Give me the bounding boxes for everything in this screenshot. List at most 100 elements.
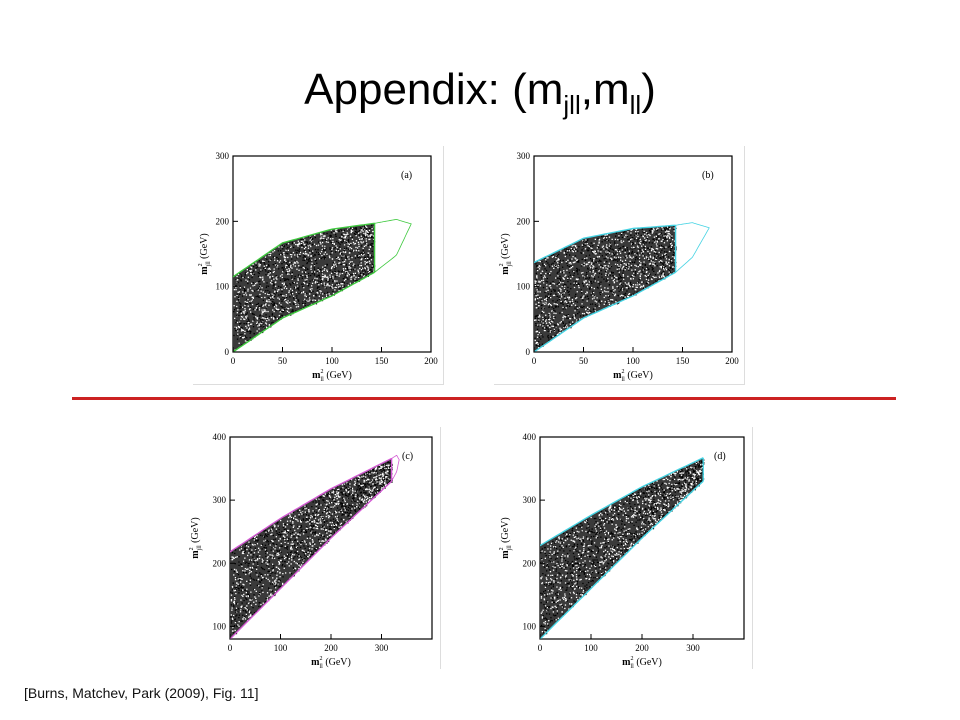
- chart-b-scatter-point: [607, 300, 609, 302]
- chart-b-scatter-point: [624, 249, 626, 251]
- chart-b-scatter-point: [641, 228, 643, 230]
- chart-c-scatter-point: [382, 484, 385, 486]
- chart-c-scatter-point: [362, 494, 364, 496]
- chart-c-scatter-point: [253, 594, 255, 596]
- chart-a-scatter-point: [257, 289, 259, 291]
- chart-a-scatter-point: [234, 326, 236, 328]
- chart-a-scatter-point: [292, 264, 294, 266]
- chart-a-scatter-point: [361, 229, 363, 231]
- chart-a-scatter-point: [316, 287, 319, 289]
- chart-b-scatter-point: [575, 281, 577, 283]
- chart-b-scatter-point: [576, 282, 578, 284]
- chart-a-scatter-point: [345, 256, 347, 258]
- chart-c-scatter-point: [370, 475, 372, 477]
- chart-b-scatter-point: [648, 257, 650, 260]
- chart-c-scatter-point: [265, 598, 267, 600]
- chart-a-scatter-point: [361, 274, 363, 276]
- chart-a-scatter-point: [268, 293, 270, 296]
- chart-b-scatter-point: [542, 325, 544, 327]
- chart-c-scatter-point: [335, 503, 337, 505]
- chart-b-scatter-point: [577, 260, 579, 262]
- chart-a-scatter-point: [262, 319, 264, 322]
- chart-a-scatter-point: [327, 237, 329, 239]
- chart-c-scatter-point: [293, 575, 295, 577]
- chart-b-scatter-point: [570, 278, 572, 280]
- chart-c-scatter-point: [235, 607, 238, 609]
- chart-b-scatter-point: [536, 307, 538, 309]
- chart-a-scatter-point: [238, 299, 240, 301]
- chart-b-scatter-point: [567, 286, 569, 288]
- chart-a-scatter-point: [345, 263, 347, 266]
- chart-c-scatter-point: [245, 598, 247, 600]
- chart-b-scatter-point: [640, 262, 642, 264]
- chart-c-scatter-point: [284, 545, 286, 547]
- chart-b-scatter-point: [600, 251, 602, 253]
- chart-c-scatter-point: [319, 520, 322, 522]
- chart-b-scatter-point: [558, 283, 560, 285]
- chart-b-scatter-point: [606, 237, 608, 239]
- chart-b-scatter-point: [570, 264, 572, 266]
- chart-b-scatter-point: [643, 246, 645, 248]
- chart-a-scatter-point: [293, 303, 295, 306]
- chart-b-scatter-point: [548, 303, 550, 305]
- chart-a-scatter-point: [253, 313, 255, 316]
- chart-b-scatter-point: [641, 271, 643, 273]
- chart-b-scatter-point: [564, 308, 566, 310]
- chart-a-scatter-point: [321, 275, 324, 278]
- chart-b-scatter-point: [534, 298, 537, 300]
- chart-a-scatter-point: [240, 322, 242, 324]
- chart-a-scatter-point: [324, 284, 327, 286]
- chart-a-scatter-point: [322, 297, 324, 299]
- chart-c-scatter-point: [329, 497, 332, 499]
- chart-c-scatter-point: [356, 495, 358, 498]
- chart-b-scatter-point: [598, 238, 601, 241]
- chart-c-scatter-point: [354, 495, 356, 497]
- chart-b-scatter-point: [621, 236, 623, 239]
- scatter-panel-b: 0 50 100 150 200 0 100 200 300 (b) m2 ll (GeV) m2 jll…: [494, 146, 745, 385]
- chart-c-scatter-point: [280, 542, 282, 544]
- chart-b-scatter-point: [617, 270, 619, 272]
- chart-c-scatter-point: [245, 614, 248, 616]
- chart-a-scatter-point: [280, 305, 282, 307]
- chart-a-scatter-point: [267, 289, 269, 292]
- chart-c-scatter-point: [272, 534, 274, 537]
- chart-b-scatter-point: [550, 331, 552, 333]
- chart-b-scatter-point: [579, 306, 581, 309]
- chart-b-scatter-point: [618, 248, 620, 250]
- chart-a-scatter-point: [368, 229, 371, 231]
- chart-c-scatter-point: [275, 536, 277, 538]
- chart-c-scatter-point: [276, 549, 278, 552]
- chart-c-scatter-point: [250, 546, 252, 548]
- chart-b-scatter-point: [584, 258, 586, 260]
- chart-b-scatter-point: [632, 278, 634, 280]
- chart-b-scatter-point: [586, 292, 588, 294]
- chart-c-scatter-point: [380, 467, 382, 469]
- chart-a-scatter-point: [241, 276, 243, 279]
- chart-a-scatter-point: [292, 281, 294, 284]
- chart-a-scatter-point: [294, 275, 296, 278]
- chart-b-scatter-point: [594, 300, 596, 302]
- chart-b-scatter-point: [646, 237, 648, 240]
- chart-a-scatter-point: [290, 252, 292, 254]
- chart-c-scatter-point: [270, 595, 272, 597]
- chart-c-scatter-point: [242, 571, 245, 574]
- chart-a-scatter-point: [316, 262, 318, 264]
- chart-b-scatter-point: [646, 234, 648, 236]
- chart-a-scatter-point: [345, 257, 348, 260]
- chart-a-scatter-point: [337, 256, 339, 258]
- chart-b-scatter-point: [586, 239, 589, 242]
- chart-c-scatter-point: [332, 498, 334, 500]
- chart-c-scatter-point: [346, 482, 348, 484]
- chart-b-scatter-point: [636, 285, 638, 287]
- chart-c-scatter-point: [264, 539, 266, 541]
- chart-a-scatter-point: [310, 245, 312, 248]
- chart-c-scatter-point: [330, 530, 332, 532]
- chart-c-scatter-point: [380, 475, 382, 478]
- chart-c-scatter-point: [334, 494, 337, 496]
- chart-b-scatter-point: [662, 272, 664, 274]
- chart-c-scatter-point: [290, 543, 292, 545]
- chart-c-scatter-point: [307, 521, 309, 523]
- chart-b-scatter-point: [622, 250, 624, 252]
- chart-a-scatter-point: [281, 300, 283, 302]
- chart-a-scatter-point: [330, 234, 332, 237]
